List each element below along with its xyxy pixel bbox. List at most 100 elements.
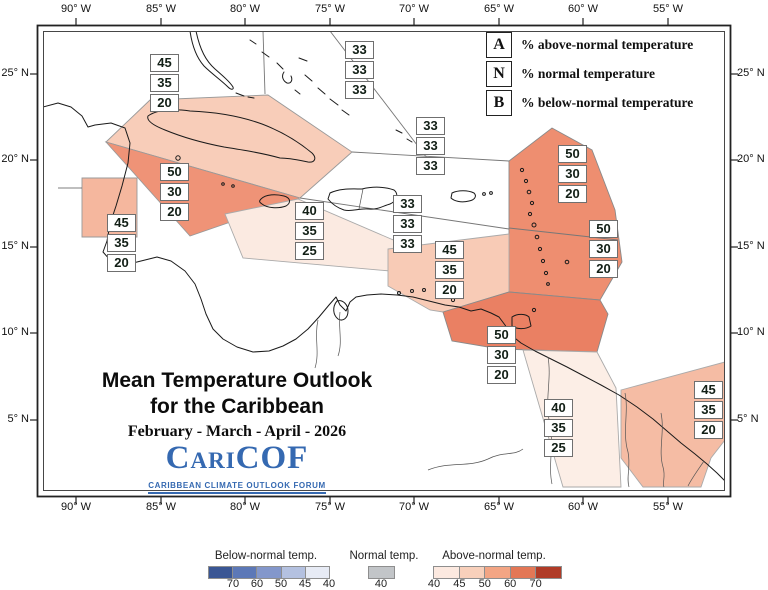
island-puerto-rico [450,190,476,203]
below-colorbar-tick: 50 [274,578,288,590]
coastline-mainland [44,102,724,481]
prob-value: 40 [544,399,573,417]
prob-stack-guyana: 40 35 25 [544,399,573,459]
prob-value: 45 [694,381,723,399]
prob-value: 20 [694,421,723,439]
prob-value: 33 [393,235,422,253]
lon-label-top: 65° W [483,3,515,15]
prob-value: 35 [107,234,136,252]
lon-label-bottom: 85° W [145,501,177,513]
legend-row-above: A % above-normal temperature [486,32,693,58]
prob-stack-leeward-islands: 50 30 20 [558,145,587,205]
colorbar-cell [434,567,460,578]
normal-normal-colorbar [368,566,395,579]
title-block: Mean Temperature Outlook for the Caribbe… [87,368,387,494]
map-title-line1: Mean Temperature Outlook [101,369,373,392]
map-title-line2: for the Caribbean [150,395,324,418]
prob-value: 45 [107,214,136,232]
prob-value: 35 [150,74,179,92]
prob-value: 45 [435,241,464,259]
colorbar-cell [281,567,306,578]
prob-value: 33 [393,195,422,213]
islands-bahamas [249,39,350,116]
prob-value: 20 [150,94,179,112]
prob-stack-nw-bahamas: 33 33 33 [345,41,374,101]
legend-key-n: N [486,61,512,87]
prob-value: 20 [558,185,587,203]
lat-label-left: 25° N [1,67,29,79]
prob-value: 33 [416,157,445,175]
lat-label-left: 5° N [7,413,29,425]
lat-label-right: 15° N [737,240,765,252]
lat-label-left: 20° N [1,153,29,165]
region-guyana [522,349,622,488]
legend-label-n: % normal temperature [521,66,655,81]
lon-label-bottom: 55° W [652,501,684,513]
prob-value: 30 [160,183,189,201]
lon-label-top: 55° W [652,3,684,15]
prob-value: 45 [150,54,179,72]
coastlines [44,32,724,481]
island-florida-keys [235,92,255,99]
prob-stack-jamaica-south-hispaniola: 40 35 25 [295,202,324,262]
axis-ticks [30,18,738,504]
prob-value: 33 [393,215,422,233]
prob-value: 25 [544,439,573,457]
lon-label-top: 80° W [229,3,261,15]
prob-stack-abc-islands-venezuela: 45 35 20 [435,241,464,301]
colorbar-cell [305,567,330,578]
prob-value: 25 [295,242,324,260]
prob-stack-suriname-french-guiana: 45 35 20 [694,381,723,441]
above-colorbar-tick: 50 [478,578,491,590]
prob-value: 20 [435,281,464,299]
prob-stack-florida-straits: 45 35 20 [150,54,179,114]
lon-label-bottom: 70° W [398,501,430,513]
legend-key-b: B [486,90,512,116]
lat-label-right: 10° N [737,326,765,338]
lon-label-top: 70° W [398,3,430,15]
colorbar-cell [257,567,282,578]
below-colorbar-tick: 45 [298,578,312,590]
colorbar-cell [536,567,561,578]
legend-label-a: % above-normal temperature [521,37,694,52]
above-normal-colorbar [433,566,562,579]
prob-value: 30 [487,346,516,364]
lon-label-top: 85° W [145,3,177,15]
prob-stack-windward-islands: 50 30 20 [589,220,618,280]
legend-row-normal: N % normal temperature [486,61,693,87]
lon-label-top: 75° W [314,3,346,15]
above-colorbar-tick: 40 [427,578,441,590]
lat-label-left: 15° N [1,240,29,252]
region-trinidad [442,291,609,353]
below-colorbar-tick: 40 [322,578,336,590]
colorbar-cell [369,567,394,578]
prob-stack-se-bahamas-turks: 33 33 33 [416,117,445,177]
legend-row-below: B % below-normal temperature [486,90,693,116]
prob-value: 20 [160,203,189,221]
prob-value: 35 [295,222,324,240]
above-colorbar-tick: 45 [453,578,466,590]
lat-label-left: 10° N [1,326,29,338]
above-colorbar-tick: 60 [504,578,517,590]
lat-label-right: 20° N [737,153,765,165]
islands-misc [221,182,493,303]
legend-key-a: A [486,32,512,58]
lon-label-bottom: 80° W [229,501,261,513]
prob-stack-western-caribbean: 50 30 20 [160,163,189,223]
lon-label-bottom: 90° W [60,501,92,513]
islands-lesser-antilles [519,167,570,313]
prob-value: 50 [558,145,587,163]
prob-value: 40 [295,202,324,220]
prob-value: 33 [416,117,445,135]
prob-value: 20 [107,254,136,272]
caricof-logo-subtext: CARIBBEAN CLIMATE OUTLOOK FORUM [148,481,326,494]
lat-label-right: 25° N [737,67,765,79]
normal-colorbar-tick: 40 [374,578,388,590]
colorbar-cell [233,567,258,578]
island-hispaniola [327,186,398,212]
lon-label-bottom: 65° W [483,501,515,513]
colorbar-cell [209,567,234,578]
prob-value: 50 [160,163,189,181]
lon-label-bottom: 60° W [567,501,599,513]
